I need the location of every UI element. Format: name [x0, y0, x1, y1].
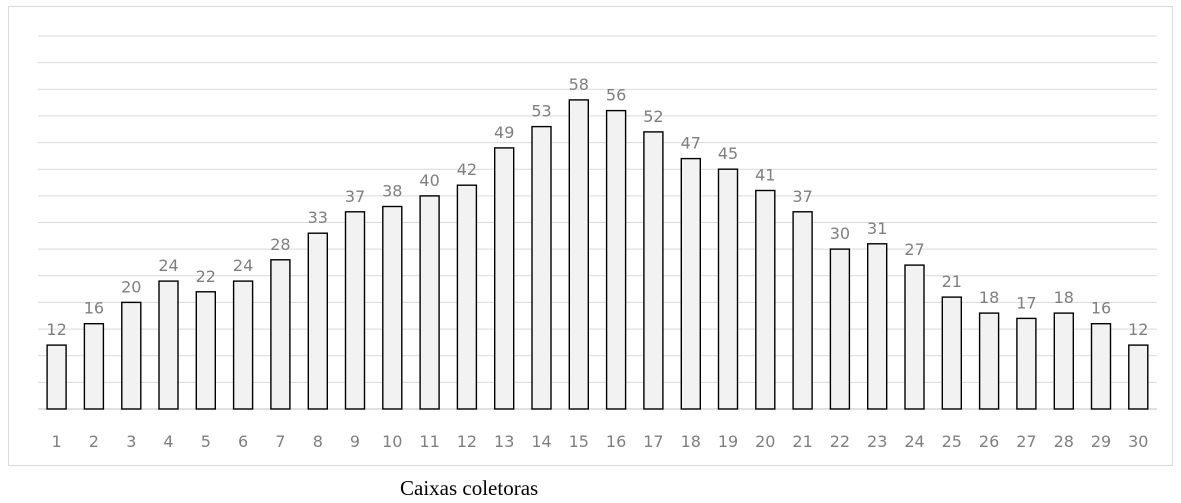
data-labels: 12 16 20 24 22 24 28 33 37 38 40 42 49 53 58 56 52 47 45 41…	[46, 75, 1148, 339]
bar	[46, 344, 67, 410]
bars	[46, 99, 1149, 410]
data-label: 16	[84, 299, 104, 318]
bar	[643, 131, 664, 410]
data-label: 27	[904, 240, 924, 259]
data-label: 22	[196, 267, 216, 286]
x-tick-label: 1	[52, 432, 62, 451]
data-label: 45	[718, 144, 738, 163]
data-label: 31	[867, 219, 887, 238]
x-tick-label: 30	[1128, 432, 1148, 451]
data-label: 24	[158, 256, 178, 275]
data-label: 16	[1091, 299, 1111, 318]
x-tick-label: 7	[275, 432, 285, 451]
bar	[232, 280, 254, 410]
bar	[1090, 323, 1112, 410]
bar	[456, 184, 478, 410]
bar	[1053, 312, 1075, 410]
data-label: 24	[233, 256, 253, 275]
x-tick-label: 14	[531, 432, 551, 451]
data-label: 12	[1128, 320, 1148, 339]
bar	[717, 168, 739, 410]
data-label: 38	[382, 182, 402, 201]
bar	[792, 211, 813, 410]
x-tick-label: 5	[201, 432, 211, 451]
x-tick-label: 20	[755, 432, 775, 451]
x-tick-label: 22	[830, 432, 850, 451]
x-tick-label: 28	[1054, 432, 1074, 451]
data-label: 58	[569, 75, 589, 94]
x-tick-label: 9	[350, 432, 360, 451]
bar	[867, 243, 888, 410]
data-label: 20	[121, 277, 141, 296]
data-label: 30	[830, 224, 850, 243]
x-tick-label: 18	[681, 432, 701, 451]
data-label: 52	[643, 107, 663, 126]
data-label: 18	[1054, 288, 1074, 307]
x-tick-label: 24	[904, 432, 924, 451]
bar	[904, 264, 925, 410]
bar	[978, 312, 1000, 410]
data-label: 17	[1016, 293, 1036, 312]
bar	[494, 147, 515, 410]
x-tick-label: 8	[313, 432, 323, 451]
x-tick-label: 6	[238, 432, 248, 451]
bar	[755, 189, 776, 410]
data-label: 53	[531, 102, 551, 121]
data-label: 42	[457, 160, 477, 179]
x-tick-labels: 1 2 3 4 5 6 7 8 9 10 11 12 13 14 15 16 17 18 19 20 21 22 23 24 2…	[52, 432, 1149, 451]
bar	[941, 296, 962, 410]
x-tick-label: 26	[979, 432, 999, 451]
data-label: 40	[419, 171, 439, 190]
x-tick-label: 19	[718, 432, 738, 451]
x-tick-label: 13	[494, 432, 514, 451]
bar	[568, 99, 589, 410]
bar	[158, 280, 179, 410]
bar	[419, 195, 440, 410]
bar	[121, 301, 142, 410]
x-tick-label: 10	[382, 432, 402, 451]
data-label: 37	[792, 187, 812, 206]
bar	[344, 211, 366, 410]
x-tick-label: 21	[792, 432, 812, 451]
data-label: 33	[308, 208, 328, 227]
data-label: 47	[681, 134, 701, 153]
x-tick-label: 27	[1016, 432, 1036, 451]
bar	[1016, 317, 1037, 410]
bar	[829, 248, 851, 410]
x-tick-label: 17	[643, 432, 663, 451]
bar	[83, 323, 105, 410]
x-tick-label: 25	[942, 432, 962, 451]
data-label: 12	[46, 320, 66, 339]
data-label: 18	[979, 288, 999, 307]
bar	[1128, 344, 1149, 410]
data-label: 21	[942, 272, 962, 291]
bar	[307, 232, 328, 410]
data-label: 28	[270, 235, 290, 254]
bar	[531, 125, 552, 410]
data-label: 41	[755, 166, 775, 185]
x-tick-label: 23	[867, 432, 887, 451]
x-tick-label: 16	[606, 432, 626, 451]
data-label: 37	[345, 187, 365, 206]
x-tick-label: 11	[419, 432, 439, 451]
x-axis-title: Caixas coletoras	[400, 476, 539, 500]
bar	[680, 157, 701, 410]
x-tick-label: 12	[457, 432, 477, 451]
bar	[195, 291, 217, 410]
bar	[605, 109, 627, 410]
x-tick-label: 2	[89, 432, 99, 451]
data-label: 49	[494, 123, 514, 142]
bar	[270, 259, 291, 410]
data-label: 56	[606, 86, 626, 105]
grid-lines	[38, 35, 1157, 410]
x-tick-label: 3	[126, 432, 136, 451]
x-tick-label: 4	[163, 432, 173, 451]
x-tick-label: 29	[1091, 432, 1111, 451]
x-tick-label: 15	[569, 432, 589, 451]
bar	[382, 205, 403, 410]
